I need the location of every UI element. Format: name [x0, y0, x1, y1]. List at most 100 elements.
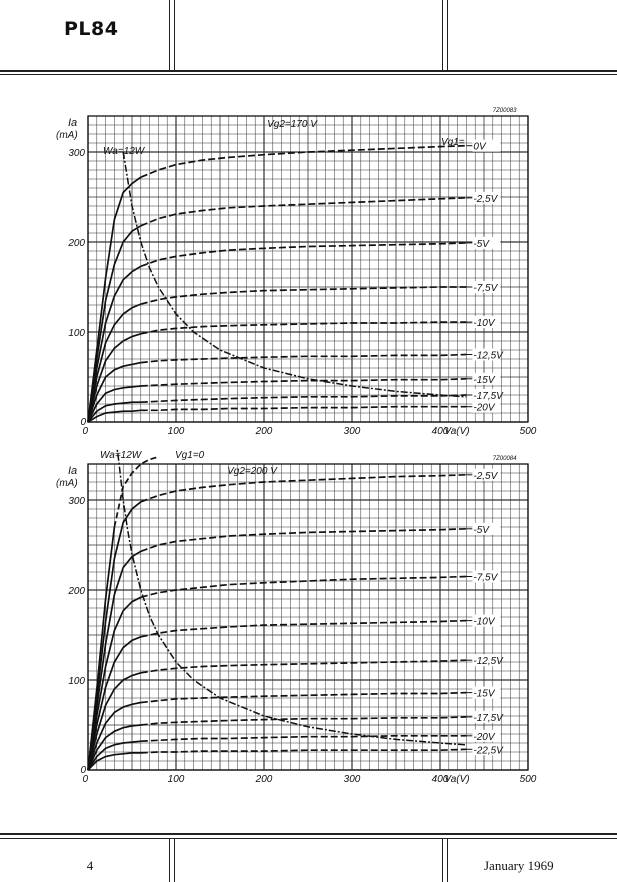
curve-label-bg	[472, 316, 501, 329]
curve-label-15v: -15V	[473, 375, 495, 386]
y-tick-label-100: 100	[68, 676, 85, 687]
curve-7-5v	[87, 303, 142, 423]
curve-label-17-5v: -17,5V	[473, 713, 504, 724]
y-tick-label-200: 200	[67, 238, 85, 249]
curve-12-5v-dashed	[140, 659, 467, 674]
y-axis-unit: (mA)	[56, 478, 78, 489]
y-tick-label-300: 300	[68, 148, 85, 159]
curve-label-bg	[472, 139, 501, 152]
curve-20v	[87, 409, 141, 423]
footer-divider-left	[169, 839, 170, 882]
curve-15v	[87, 701, 141, 771]
curve-label-bg	[472, 468, 501, 481]
curve-label-2-5v: -2,5V	[473, 194, 498, 205]
page-number: 4	[86, 858, 94, 873]
x-tick-label-100: 100	[168, 774, 185, 785]
figure-code: 7Z00084	[493, 456, 517, 462]
footer-date: January 1969	[484, 858, 554, 873]
x-tick-label-0: 0	[82, 426, 88, 437]
dissipation-curve	[116, 448, 467, 746]
x-tick-label-300: 300	[344, 426, 361, 437]
param-label: Vg1=0	[175, 450, 205, 461]
curve-15v	[87, 385, 141, 423]
condition-label: Vg2=170 V	[267, 119, 318, 130]
dissipation-label: Wa=12W	[100, 450, 143, 461]
y-tick-label-200: 200	[67, 586, 85, 597]
footer-rule	[0, 833, 617, 835]
y-axis-label: Ia	[68, 117, 77, 129]
curve-10v-dashed	[140, 321, 467, 335]
curve-5v-dashed	[140, 527, 467, 553]
x-tick-label-200: 200	[255, 774, 273, 785]
curve-22-5v	[87, 752, 141, 771]
curve-2-5v-dashed	[140, 197, 467, 227]
curve-label-20v: -20V	[473, 403, 495, 414]
curve-label-bg	[472, 191, 501, 204]
x-axis-label: Va(V)	[444, 426, 469, 437]
curve-label-22-5v: -22,5V	[473, 745, 504, 756]
curve-label-bg	[472, 389, 501, 401]
curve-17-5v-dashed	[140, 394, 467, 404]
curve-label-12-5v: -12,5V	[473, 351, 504, 362]
curve-20v-dashed	[140, 734, 467, 743]
x-tick-label-400: 400	[432, 774, 449, 785]
header-rule-thin	[0, 74, 617, 75]
param-label: Vg1=	[441, 137, 465, 148]
dissipation-label: Wa=12W	[103, 146, 146, 157]
curve-label-bg	[472, 400, 501, 413]
curve-label-bg	[472, 686, 501, 699]
x-tick-label-300: 300	[344, 774, 361, 785]
curve-10v-dashed	[140, 619, 467, 638]
curve-label-5v: -5V	[473, 525, 490, 536]
curve-label-bg	[472, 281, 501, 293]
curve-label-bg	[472, 522, 501, 535]
y-tick-label-0: 0	[80, 417, 86, 428]
curve-10v	[87, 332, 142, 423]
footer-divider-right	[442, 839, 443, 882]
x-tick-label-500: 500	[520, 426, 537, 437]
curve-label-7-5v: -7,5V	[473, 573, 498, 584]
curve-10v	[87, 636, 142, 771]
curve-5v	[87, 265, 142, 423]
curve-0v-dashed	[140, 144, 467, 178]
x-tick-label-100: 100	[168, 426, 185, 437]
header-divider-right	[442, 0, 443, 70]
curve-0v	[87, 176, 142, 423]
curve-label-bg	[472, 710, 501, 723]
curve-5v	[87, 550, 142, 771]
header-rule	[0, 70, 617, 72]
x-tick-label-400: 400	[432, 426, 449, 437]
curve-22-5v-dashed	[140, 748, 467, 754]
curve-12-5v	[87, 671, 142, 771]
curve-label-bg	[472, 348, 501, 361]
x-axis-label: Va(V)	[444, 774, 469, 785]
curve-2-5v	[87, 501, 142, 771]
curve-label-bg	[472, 729, 501, 742]
curve-label-bg	[472, 654, 501, 667]
curve-15v-dashed	[140, 691, 467, 704]
curve-label-bg	[472, 570, 501, 583]
curve-label-0v: 0V	[473, 142, 487, 153]
condition-label: Vg2=200 V	[227, 466, 278, 477]
chart-vg2-200: 0 100 200 300 400 500 0 100 200 300 Ia(mA) Va(V) 7Z0…	[56, 448, 537, 785]
curve-17-5v-dashed	[140, 716, 467, 726]
header-divider-right-2	[447, 0, 448, 70]
header-divider-left-2	[174, 0, 175, 70]
curve-12-5v-dashed	[140, 353, 467, 364]
y-tick-label-0: 0	[80, 765, 86, 776]
curve-2-5v-dashed	[140, 473, 467, 503]
curve-label-bg	[472, 372, 501, 385]
curve-7-5v-dashed	[140, 286, 467, 305]
curve-7-5v-dashed	[140, 575, 467, 599]
curve-20v	[87, 740, 141, 771]
type-number: PL84	[64, 18, 119, 40]
curve-label-20v: -20V	[473, 732, 495, 743]
y-tick-label-100: 100	[68, 328, 85, 339]
header-divider-left	[169, 0, 170, 70]
curve-label-bg	[472, 236, 501, 249]
y-axis-label: Ia	[68, 465, 77, 477]
footer-divider-right-2	[447, 839, 448, 882]
curve-2-5v	[87, 225, 142, 423]
curve-label-12-5v: -12,5V	[473, 656, 504, 667]
curve-vg1-0-dashed	[113, 455, 159, 528]
